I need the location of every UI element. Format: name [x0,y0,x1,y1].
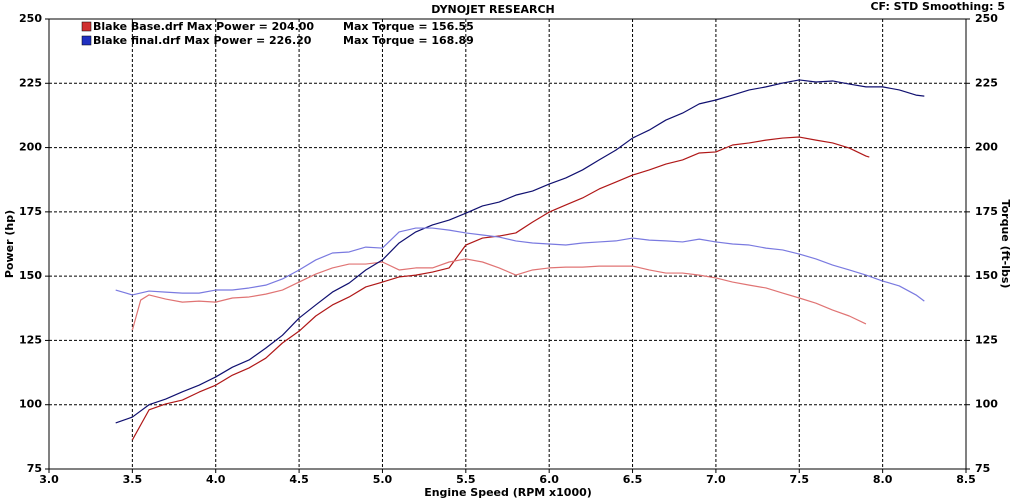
chart-title: DYNOJET RESEARCH [431,3,554,16]
x-tick-label: 5.0 [373,473,393,486]
x-tick-label: 8.0 [873,473,893,486]
y2-tick-label: 200 [975,141,998,154]
y2-tick-label: 100 [975,398,998,411]
y-tick-label: 250 [19,12,42,25]
x-tick-label: 3.5 [123,473,143,486]
y2-tick-label: 125 [975,333,998,346]
x-tick-label: 3.0 [39,473,59,486]
legend-swatch [81,21,92,32]
y2-tick-label: 75 [975,462,990,475]
legend-label: Max Torque = 168.89 [343,34,474,47]
chart-subtitle: CF: STD Smoothing: 5 [870,0,1005,13]
legend-label: Blake Base.drf Max Power = 204.00 [93,20,314,33]
y2-tick-label: 225 [975,76,998,89]
x-tick-label: 4.5 [289,473,309,486]
x-tick-label: 4.0 [206,473,226,486]
y2-tick-label: 250 [975,12,998,25]
legend-label: Blake final.drf Max Power = 226.20 [93,34,312,47]
x-axis-label: Engine Speed (RPM x1000) [424,486,592,499]
data-line [131,136,870,441]
y-tick-label: 200 [19,141,42,154]
y-tick-label: 125 [19,333,42,346]
x-tick-label: 7.0 [706,473,726,486]
y-tick-label: 75 [27,462,42,475]
data-line [131,258,867,331]
y2-tick-label: 175 [975,205,998,218]
x-tick-label: 5.5 [456,473,476,486]
x-tick-label: 7.5 [790,473,810,486]
y-tick-label: 175 [19,205,42,218]
y2-axis-label: Torque (ft-lbs) [999,200,1012,289]
legend-label: Max Torque = 156.55 [343,20,474,33]
data-line [115,227,925,302]
legend-swatch [81,35,92,46]
y-tick-label: 225 [19,76,42,89]
y-tick-label: 100 [19,398,42,411]
y-tick-label: 150 [19,269,42,282]
y-axis-label: Power (hp) [3,210,16,278]
x-tick-label: 6.5 [623,473,643,486]
plot-frame [48,18,967,470]
x-tick-label: 8.5 [956,473,976,486]
data-line [115,79,925,424]
x-tick-label: 6.0 [539,473,559,486]
y2-tick-label: 150 [975,269,998,282]
